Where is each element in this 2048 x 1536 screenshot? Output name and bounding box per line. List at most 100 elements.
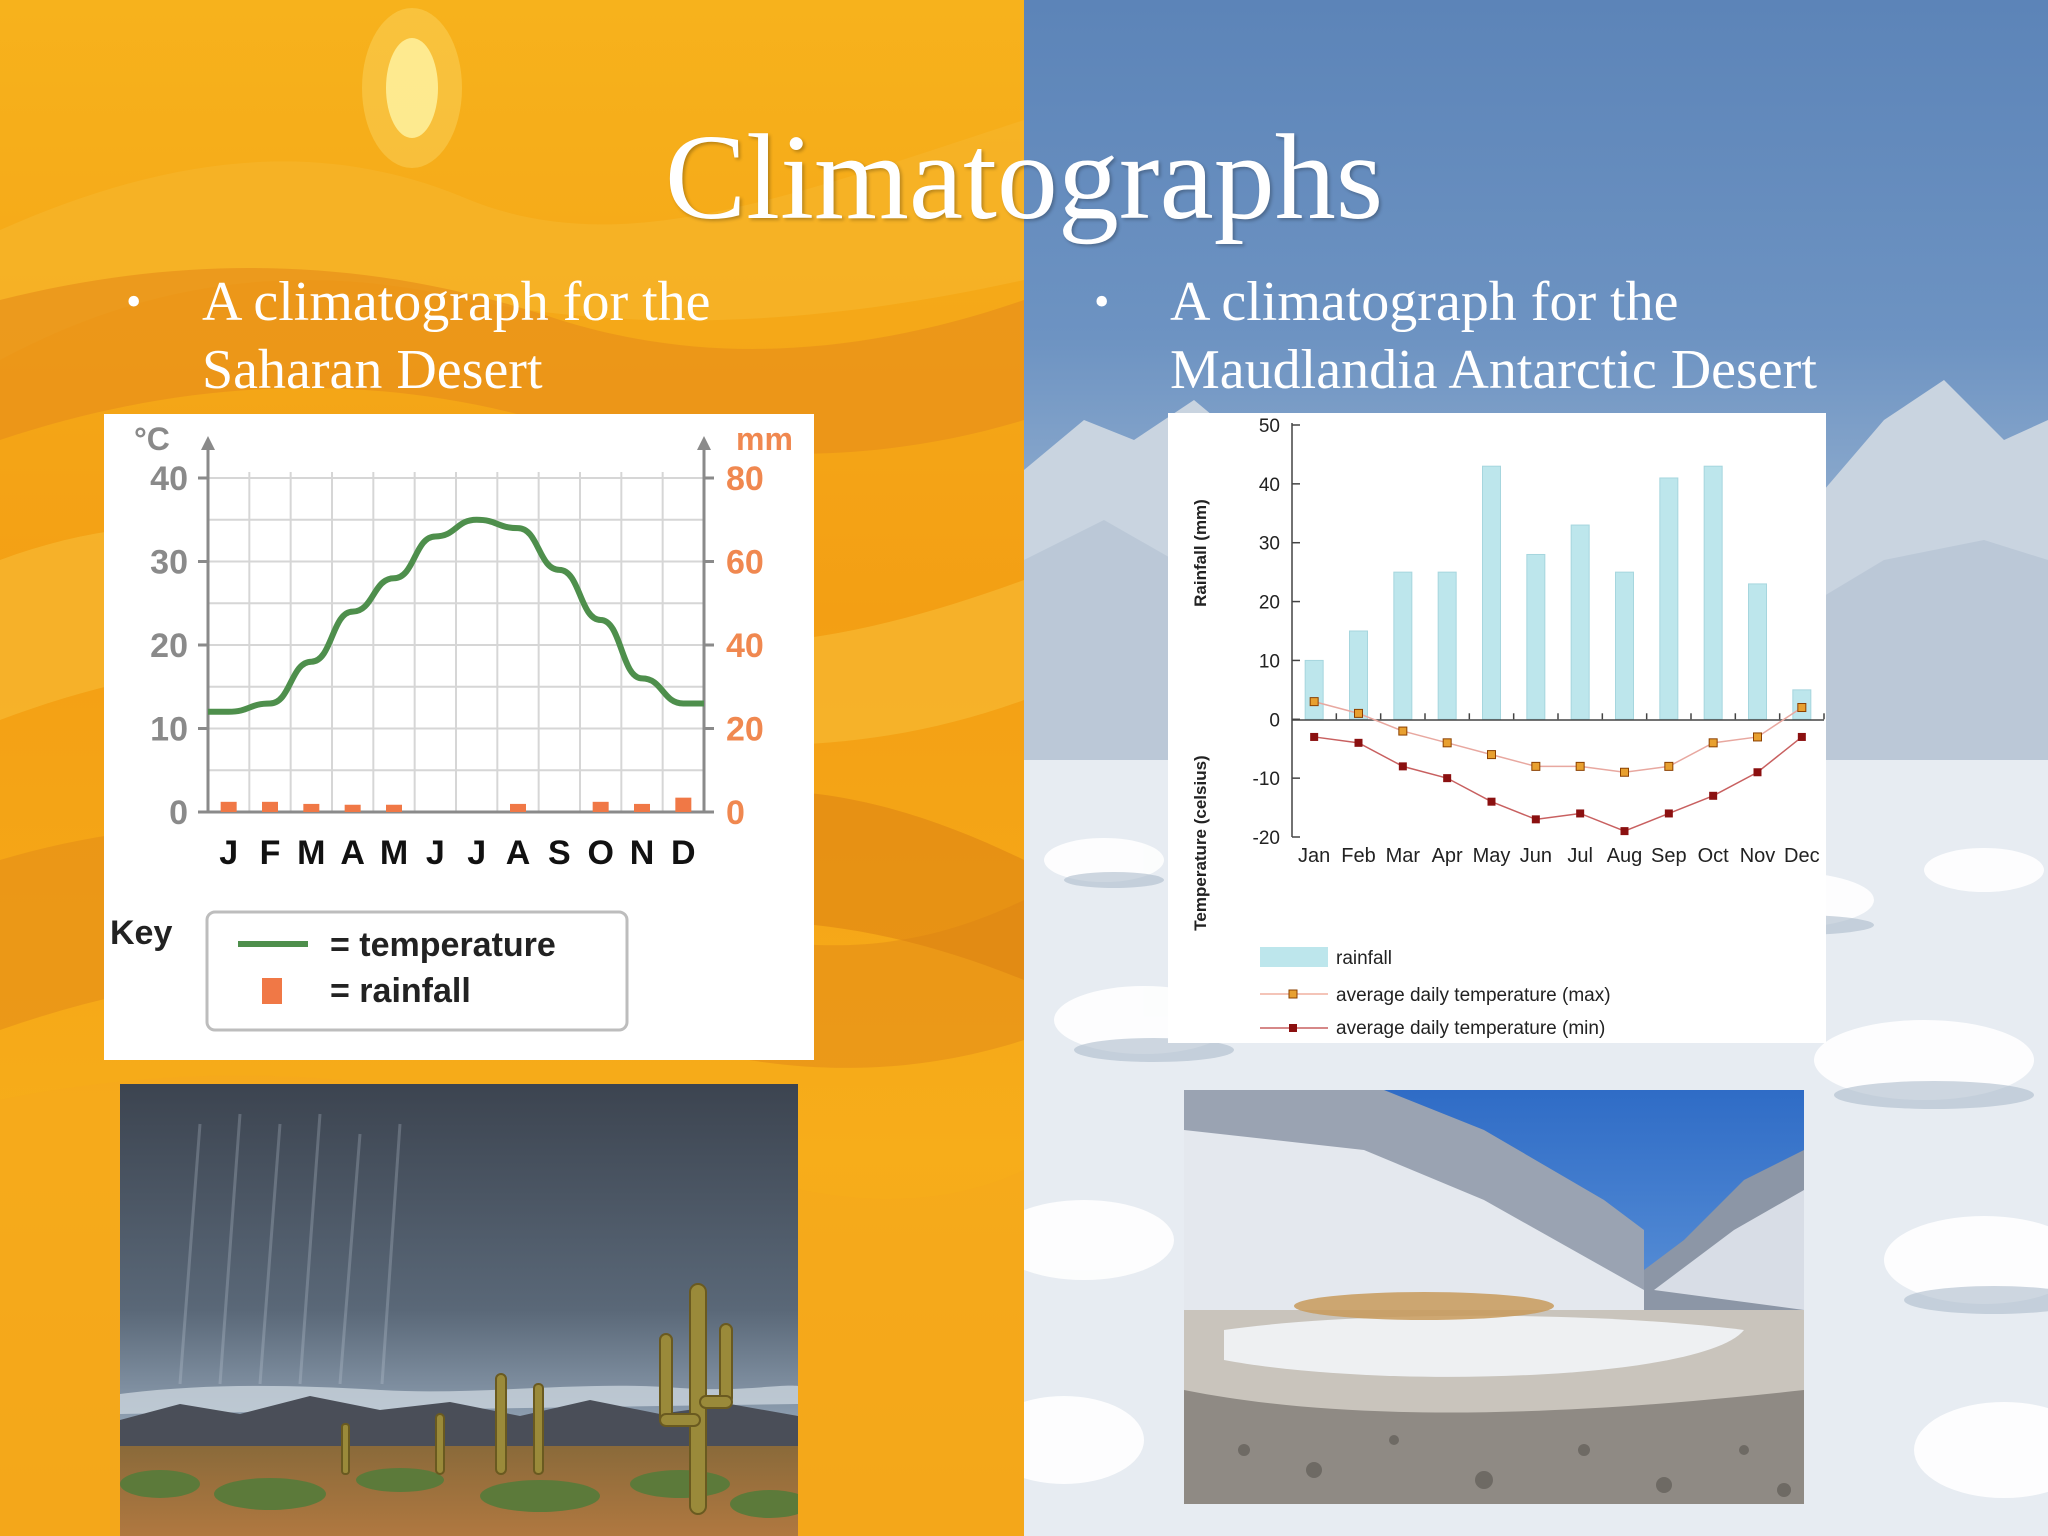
rainfall-bar bbox=[262, 801, 278, 812]
bullet-right-line1: A climatograph for the bbox=[1170, 271, 1679, 333]
min-temperature-point bbox=[1487, 797, 1496, 806]
left-tick-label: 0 bbox=[169, 794, 188, 832]
month-label: Nov bbox=[1740, 845, 1776, 867]
month-label: Jan bbox=[1298, 845, 1330, 867]
legend-rainfall-swatch bbox=[1260, 947, 1328, 967]
rainfall-bar bbox=[386, 804, 402, 812]
month-label: F bbox=[260, 834, 281, 872]
min-temperature-line bbox=[1314, 736, 1803, 832]
rainfall-bar bbox=[1748, 583, 1767, 720]
month-label: Feb bbox=[1341, 845, 1375, 867]
rainfall-bar bbox=[1526, 553, 1546, 720]
rainfall-bar bbox=[1304, 659, 1324, 720]
legend-min-label: average daily temperature (min) bbox=[1336, 1018, 1605, 1039]
left-tick-label: 20 bbox=[150, 627, 188, 665]
month-label: D bbox=[671, 834, 696, 872]
rainfall-bar bbox=[592, 801, 609, 812]
month-label: Jun bbox=[1520, 845, 1552, 867]
month-label: A bbox=[506, 834, 531, 872]
right-tick-label: 60 bbox=[726, 544, 764, 582]
legend-max-label: average daily temperature (max) bbox=[1336, 985, 1611, 1006]
dry-valley-illustration bbox=[1184, 1090, 1804, 1504]
month-label: M bbox=[380, 834, 408, 872]
legend-min-swatch-marker bbox=[1289, 1024, 1297, 1032]
bullet-left: • A climatograph for the Saharan Desert bbox=[126, 268, 926, 408]
min-temperature-point bbox=[1310, 732, 1319, 741]
right-axis-unit: mm bbox=[736, 421, 793, 457]
month-label: M bbox=[297, 834, 325, 872]
temperature-axis-label: Temperature (celsius) bbox=[1191, 755, 1210, 930]
min-temperature-point bbox=[1709, 791, 1718, 800]
antarctic-chart-svg: Rainfall (mm) Temperature (celsius) 50 40… bbox=[1191, 416, 1825, 1039]
month-label: Oct bbox=[1698, 845, 1730, 867]
max-temperature-point bbox=[1487, 750, 1496, 760]
min-temperature-point bbox=[1354, 738, 1363, 747]
rainfall-bar bbox=[1349, 630, 1368, 720]
max-temperature-point bbox=[1354, 708, 1363, 718]
max-temperature-point bbox=[1620, 767, 1629, 777]
month-label: J bbox=[219, 834, 238, 872]
rainfall-bar bbox=[303, 803, 320, 812]
key-rainfall-label: = rainfall bbox=[330, 972, 471, 1010]
rainfall-bar bbox=[1659, 477, 1679, 720]
right-axis-arrow bbox=[697, 436, 711, 450]
key-box bbox=[205, 910, 629, 1032]
left-tick-label: 40 bbox=[150, 460, 188, 498]
y-tick-label: -10 bbox=[1253, 769, 1280, 790]
rainfall-bar bbox=[1570, 524, 1590, 720]
temperature-line bbox=[208, 516, 704, 715]
right-tick-label: 0 bbox=[726, 794, 745, 832]
month-label: A bbox=[340, 834, 365, 872]
max-temperature-point bbox=[1442, 738, 1452, 748]
rainfall-bar bbox=[344, 804, 361, 812]
min-temperature-point bbox=[1620, 827, 1629, 836]
month-label: Aug bbox=[1607, 845, 1643, 867]
bullet-left-line1: A climatograph for the bbox=[202, 271, 711, 333]
right-tick-label: 20 bbox=[726, 711, 764, 749]
max-temperature-point bbox=[1708, 738, 1718, 748]
min-temperature-point bbox=[1443, 774, 1452, 783]
right-tick-label: 40 bbox=[726, 627, 764, 665]
max-temperature-line bbox=[1313, 700, 1803, 774]
rainfall-axis-label: Rainfall (mm) bbox=[1191, 499, 1210, 607]
max-temperature-point bbox=[1309, 697, 1319, 707]
bullet-left-line2: Saharan Desert bbox=[202, 339, 543, 401]
y-tick-label: 10 bbox=[1259, 651, 1280, 672]
month-label: O bbox=[587, 834, 613, 872]
saguaro-desert-photo bbox=[120, 1084, 798, 1536]
month-label: J bbox=[467, 834, 486, 872]
min-temperature-point bbox=[1753, 768, 1762, 777]
y-tick-label: 50 bbox=[1259, 416, 1280, 437]
bullet-right-line2: Maudlandia Antarctic Desert bbox=[1170, 339, 1817, 401]
key-title: Key bbox=[110, 914, 172, 952]
min-temperature-point bbox=[1576, 809, 1585, 818]
legend-rainfall-label: rainfall bbox=[1336, 948, 1392, 969]
left-tick-label: 30 bbox=[150, 544, 188, 582]
left-axis-unit: °C bbox=[134, 421, 170, 457]
left-axis-arrow bbox=[201, 436, 215, 450]
rainfall-bar bbox=[634, 803, 650, 812]
max-temperature-point bbox=[1398, 726, 1408, 736]
max-temperature-point bbox=[1575, 761, 1585, 771]
month-label: Mar bbox=[1386, 845, 1421, 867]
month-label: Apr bbox=[1432, 845, 1463, 867]
max-temperature-point bbox=[1664, 761, 1674, 771]
month-label: Dec bbox=[1784, 845, 1820, 867]
min-temperature-point bbox=[1531, 815, 1540, 824]
key-rainfall-swatch bbox=[262, 978, 282, 1004]
legend-max-swatch-marker bbox=[1288, 989, 1298, 999]
rainfall-bar bbox=[1482, 465, 1501, 720]
rainfall-bar bbox=[1615, 571, 1634, 720]
month-label: N bbox=[630, 834, 655, 872]
rainfall-bar bbox=[675, 797, 692, 812]
max-temperature-point bbox=[1531, 761, 1541, 771]
min-temperature-point bbox=[1797, 732, 1806, 741]
desert-rainstorm-illustration bbox=[120, 1084, 798, 1536]
max-temperature-point bbox=[1797, 703, 1807, 713]
rainfall-bar bbox=[220, 801, 237, 812]
key-temperature-label: = temperature bbox=[330, 926, 556, 964]
min-temperature-point bbox=[1398, 762, 1407, 771]
rainfall-bar bbox=[1393, 571, 1413, 720]
slide-title: Climatographs bbox=[664, 110, 1384, 245]
